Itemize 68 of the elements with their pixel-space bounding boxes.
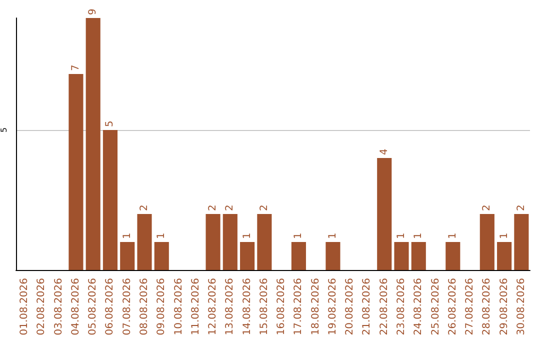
bar xyxy=(120,242,135,270)
bar xyxy=(326,242,340,270)
x-tick-label: 13.08.2026 xyxy=(224,278,236,336)
x-tick-label: 24.08.2026 xyxy=(413,278,424,336)
x-tick-label: 10.08.2026 xyxy=(173,278,184,336)
x-tick-label: 20.08.2026 xyxy=(344,278,356,336)
bar xyxy=(257,214,272,270)
x-tick-label: 16.08.2026 xyxy=(276,278,288,336)
data-label: 1 xyxy=(396,232,407,239)
data-label: 1 xyxy=(156,232,168,239)
data-label: 2 xyxy=(208,204,219,211)
bar xyxy=(68,74,84,270)
x-tick-label: 15.08.2026 xyxy=(258,278,270,336)
bar xyxy=(86,18,100,270)
data-label: 1 xyxy=(498,232,510,239)
x-tick-label: 23.08.2026 xyxy=(396,278,407,336)
x-tick-label: 01.08.2026 xyxy=(19,278,30,336)
x-tick-label: 06.08.2026 xyxy=(104,278,116,336)
data-label: 2 xyxy=(516,204,527,211)
bar xyxy=(377,158,392,270)
x-tick-label: 12.08.2026 xyxy=(208,278,219,336)
bar xyxy=(154,242,169,270)
bar xyxy=(497,242,512,270)
x-tick-label: 07.08.2026 xyxy=(122,278,133,336)
x-tick-label: 11.08.2026 xyxy=(190,278,202,336)
bar xyxy=(291,242,306,270)
data-label: 1 xyxy=(413,232,424,239)
x-tick-label: 08.08.2026 xyxy=(139,278,150,336)
x-tick-label: 18.08.2026 xyxy=(310,278,322,336)
x-tick-label: 26.08.2026 xyxy=(447,278,458,336)
data-label: 1 xyxy=(327,232,338,239)
x-tick-label: 28.08.2026 xyxy=(482,278,493,336)
x-tick-label: 22.08.2026 xyxy=(378,278,390,336)
x-tick-label: 05.08.2026 xyxy=(88,278,99,336)
data-label: 1 xyxy=(242,232,253,239)
data-label: 5 xyxy=(104,120,116,127)
x-tick-label: 19.08.2026 xyxy=(327,278,338,336)
x-tick-label: 02.08.2026 xyxy=(36,278,48,336)
bar xyxy=(222,214,238,270)
x-tick-label: 21.08.2026 xyxy=(362,278,373,336)
data-label: 2 xyxy=(139,204,150,211)
data-label: 2 xyxy=(224,204,236,211)
bar xyxy=(102,130,118,270)
data-label: 1 xyxy=(293,232,304,239)
x-tick-label: 25.08.2026 xyxy=(430,278,442,336)
data-label: 1 xyxy=(122,232,133,239)
x-tick-label: 29.08.2026 xyxy=(498,278,510,336)
bar xyxy=(394,242,409,270)
x-tick-label: 03.08.2026 xyxy=(53,278,64,336)
x-tick-label: 14.08.2026 xyxy=(242,278,253,336)
bar xyxy=(514,214,529,270)
data-label: 9 xyxy=(88,8,99,15)
x-tick-label: 04.08.2026 xyxy=(70,278,82,336)
bar xyxy=(480,214,494,270)
bar xyxy=(446,242,460,270)
x-tick-label: 27.08.2026 xyxy=(464,278,476,336)
data-label: 2 xyxy=(482,204,493,211)
data-label: 4 xyxy=(378,148,390,155)
x-tick-label: 30.08.2026 xyxy=(516,278,527,336)
bar xyxy=(137,214,152,270)
data-label: 1 xyxy=(447,232,458,239)
bar xyxy=(240,242,255,270)
data-label: 7 xyxy=(70,64,82,71)
data-label: 2 xyxy=(258,204,270,211)
x-tick-label: 09.08.2026 xyxy=(156,278,168,336)
bar xyxy=(411,242,426,270)
x-tick-label: 17.08.2026 xyxy=(293,278,304,336)
bar xyxy=(206,214,220,270)
